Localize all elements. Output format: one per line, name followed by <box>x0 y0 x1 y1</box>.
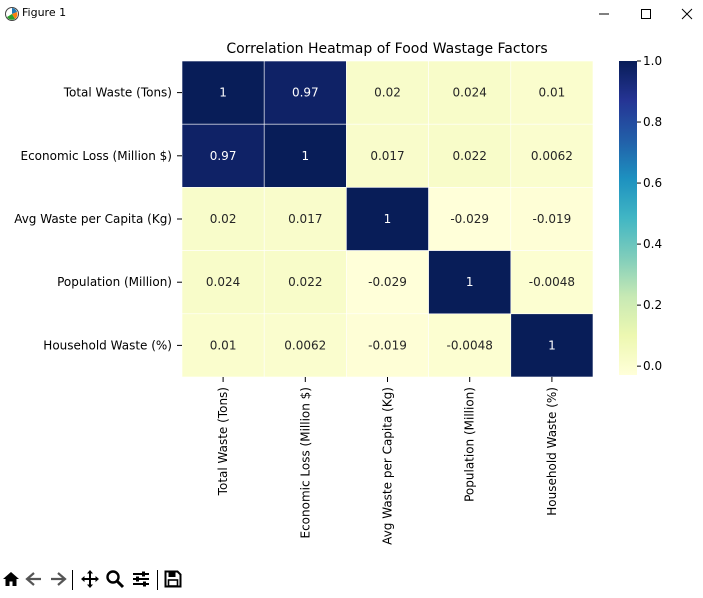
cell-annotation: 0.022 <box>453 149 487 163</box>
cell-annotation: 0.97 <box>210 149 237 163</box>
cell-annotation: -0.029 <box>368 275 407 289</box>
heatmap-cell <box>510 60 594 125</box>
back-button[interactable] <box>23 568 45 590</box>
heatmap-cell <box>263 187 347 251</box>
maximize-icon <box>641 9 651 19</box>
close-button[interactable] <box>665 0 703 28</box>
heatmap-cell <box>428 187 512 251</box>
cell-annotation: 0.02 <box>374 86 401 100</box>
chart-title: Correlation Heatmap of Food Wastage Fact… <box>226 41 547 57</box>
y-tick-label: Population (Million) <box>57 275 172 289</box>
cell-annotation: 0.01 <box>210 338 237 352</box>
cell-annotation: 0.024 <box>206 275 240 289</box>
minimize-button[interactable] <box>582 0 626 28</box>
cell-annotation: -0.0048 <box>447 338 493 352</box>
heatmap-cell <box>263 123 347 188</box>
cell-annotation: -0.019 <box>368 338 407 352</box>
toolbar-separator <box>72 570 73 590</box>
configure-subplots-button[interactable] <box>130 568 152 590</box>
heatmap-chart: Correlation Heatmap of Food Wastage Fact… <box>14 41 662 545</box>
cell-annotation: 0.01 <box>539 86 566 100</box>
cell-annotation: 1 <box>301 149 309 163</box>
heatmap-cell <box>428 313 512 378</box>
zoom-button[interactable] <box>104 568 126 590</box>
pan-button[interactable] <box>79 568 101 590</box>
y-tick-label: Total Waste (Tons) <box>63 86 172 100</box>
heatmap-cell <box>346 123 429 188</box>
cell-annotation: 0.022 <box>288 275 322 289</box>
zoom-icon <box>106 570 125 589</box>
cell-annotation: -0.019 <box>533 212 572 226</box>
heatmap-cell <box>346 60 429 125</box>
colorbar <box>619 61 637 375</box>
heatmap-cell <box>181 187 265 251</box>
cell-annotation: -0.0048 <box>529 275 575 289</box>
home-button[interactable] <box>0 568 22 590</box>
cell-annotation: 1 <box>384 212 392 226</box>
toolbar-separator <box>157 570 158 590</box>
x-tick-label: Household Waste (%) <box>545 387 559 516</box>
x-tick-label: Population (Million) <box>463 387 477 502</box>
cell-annotation: 0.0062 <box>284 338 326 352</box>
window-title: Figure 1 <box>22 6 67 19</box>
forward-icon <box>51 572 67 586</box>
heatmap-cell <box>510 313 594 378</box>
cell-annotation: 0.024 <box>453 86 487 100</box>
heatmap-cell <box>510 187 594 251</box>
y-tick-label: Economic Loss (Million $) <box>21 149 173 163</box>
cell-annotation: 0.02 <box>210 212 237 226</box>
window-titlebar: Figure 1 <box>0 0 703 29</box>
cell-annotation: 1 <box>548 338 556 352</box>
heatmap-cell <box>263 250 347 315</box>
heatmap-cell <box>181 313 265 378</box>
heatmap-cell <box>510 250 594 315</box>
close-icon <box>681 8 693 20</box>
cell-annotation: 1 <box>466 275 474 289</box>
cell-annotation: 1 <box>219 86 227 100</box>
colorbar-tick-label: 0.6 <box>643 176 662 190</box>
y-tick-label: Avg Waste per Capita (Kg) <box>14 212 172 226</box>
cell-annotation: 0.017 <box>288 212 322 226</box>
save-icon <box>164 570 182 588</box>
navigation-toolbar <box>0 562 703 598</box>
colorbar-tick-label: 0.8 <box>643 115 662 129</box>
cell-annotation: 0.0062 <box>531 149 573 163</box>
home-icon <box>3 572 19 586</box>
cell-annotation: 0.017 <box>370 149 404 163</box>
x-tick-label: Avg Waste per Capita (Kg) <box>381 387 395 545</box>
cell-annotation: -0.029 <box>450 212 489 226</box>
maximize-button[interactable] <box>624 0 668 28</box>
minimize-icon <box>599 13 609 15</box>
heatmap-cell <box>181 123 265 188</box>
cell-annotation: 0.97 <box>292 86 319 100</box>
back-icon <box>25 572 41 586</box>
heatmap-cell <box>428 60 512 125</box>
app-icon <box>5 7 19 21</box>
configure-subplots-icon <box>133 571 149 587</box>
figure-canvas: Correlation Heatmap of Food Wastage Fact… <box>0 28 703 562</box>
colorbar-tick-label: 0.2 <box>643 298 662 312</box>
x-tick-label: Economic Loss (Million $) <box>298 387 312 539</box>
colorbar-tick-label: 0.0 <box>643 359 662 373</box>
heatmap-cell <box>510 123 594 188</box>
colorbar-tick-label: 0.4 <box>643 237 662 251</box>
x-tick-label: Total Waste (Tons) <box>216 387 230 496</box>
heatmap-cell <box>346 187 429 251</box>
colorbar-tick-label: 1.0 <box>643 54 662 68</box>
save-button[interactable] <box>162 568 184 590</box>
pan-icon <box>81 570 99 588</box>
forward-button[interactable] <box>47 568 69 590</box>
heatmap-cell <box>346 250 429 315</box>
heatmap-cell <box>346 313 429 378</box>
y-tick-label: Household Waste (%) <box>43 338 172 352</box>
